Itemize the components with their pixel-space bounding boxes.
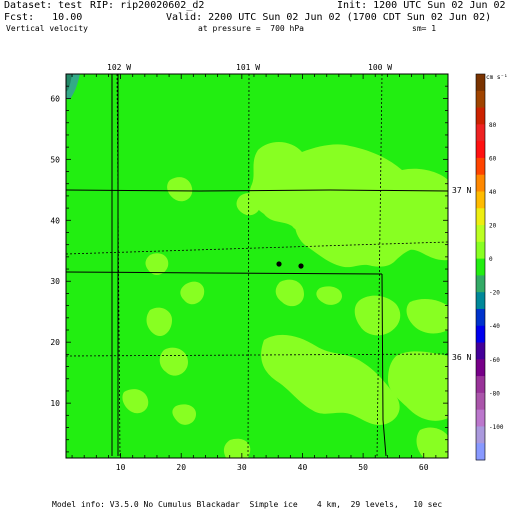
colorbar-swatch bbox=[476, 275, 485, 293]
positive-velocity-region bbox=[388, 351, 448, 421]
positive-velocity-region bbox=[275, 279, 304, 307]
positive-velocity-region bbox=[406, 299, 448, 334]
colorbar-swatch bbox=[476, 342, 485, 360]
lat-lon-grid bbox=[65, 73, 449, 459]
colorbar-label: 80 bbox=[489, 122, 497, 129]
lon-label-102w: 102 W bbox=[107, 63, 131, 72]
state-borders bbox=[65, 74, 449, 457]
lon-label-100w: 100 W bbox=[368, 63, 392, 72]
y-axis-ticks: 10 20 30 40 50 60 bbox=[50, 73, 448, 453]
y-tick-label: 40 bbox=[50, 216, 60, 225]
colorbar-swatch bbox=[476, 157, 485, 176]
y-tick-label: 20 bbox=[50, 338, 60, 347]
colorbar-swatch bbox=[476, 359, 485, 377]
colorbar-swatch bbox=[476, 74, 485, 92]
y-tick-label: 50 bbox=[50, 155, 60, 164]
dataset-label: Dataset: test bbox=[4, 0, 83, 11]
positive-velocity-region bbox=[294, 204, 401, 268]
positive-velocity-region bbox=[167, 177, 193, 202]
positive-velocity-region bbox=[416, 427, 448, 458]
x-tick-label: 20 bbox=[176, 463, 186, 472]
positive-velocity-region bbox=[122, 389, 149, 414]
colorbar-swatch bbox=[476, 208, 485, 226]
colorbar-label: -40 bbox=[489, 323, 500, 330]
colorbar-swatch bbox=[476, 191, 485, 209]
map-frame bbox=[65, 73, 449, 459]
colorbar-swatch bbox=[476, 376, 485, 394]
colorbar-swatch bbox=[476, 124, 485, 142]
colorbar-label: 20 bbox=[489, 223, 497, 230]
colorbar-label: -20 bbox=[489, 290, 500, 297]
colorbar-label: 60 bbox=[489, 155, 497, 162]
lat-label-37n: 37 N bbox=[452, 186, 471, 195]
positive-velocity-region bbox=[146, 307, 172, 337]
rip-label: RIP: rip20020602_d2 bbox=[90, 0, 205, 11]
positive-velocity-region bbox=[236, 193, 261, 216]
valid-time: Valid: 2200 UTC Sun 02 Jun 02 (1700 CDT … bbox=[166, 12, 492, 23]
colorbar-swatch bbox=[476, 426, 485, 444]
x-axis-ticks: 10 20 30 40 50 60 bbox=[71, 74, 449, 472]
positive-velocity-region bbox=[172, 404, 196, 425]
velocity-field bbox=[66, 74, 448, 458]
colorbar-swatch bbox=[476, 409, 485, 427]
colorbar-swatch bbox=[476, 392, 485, 411]
x-tick-label: 60 bbox=[419, 463, 429, 472]
lon-label-101w: 101 W bbox=[236, 63, 260, 72]
colorbar-swatch bbox=[476, 308, 485, 327]
x-tick-label: 40 bbox=[298, 463, 308, 472]
colorbar-label: -60 bbox=[489, 357, 500, 364]
colorbar-swatch bbox=[476, 141, 485, 159]
city-marker bbox=[276, 261, 282, 267]
colorbar-swatch bbox=[476, 225, 485, 243]
y-tick-label: 30 bbox=[50, 277, 60, 286]
x-tick-label: 10 bbox=[116, 463, 126, 472]
colorbar-swatch bbox=[476, 325, 485, 343]
colorbar-label: 40 bbox=[489, 189, 497, 196]
colorbar-label: -100 bbox=[489, 424, 504, 431]
city-marker bbox=[298, 263, 304, 269]
positive-velocity-region bbox=[159, 347, 188, 376]
colorbar-swatch bbox=[476, 241, 485, 260]
x-tick-label: 50 bbox=[358, 463, 368, 472]
colorbar: 80 60 40 20 0 -20 -40 -60 -80 -100 bbox=[475, 73, 504, 461]
init-time: Init: 1200 UTC Sun 02 Jun 02 bbox=[337, 0, 506, 11]
smoothing-label: sm= 1 bbox=[412, 24, 437, 33]
colorbar-label: 0 bbox=[489, 256, 493, 263]
colorbar-swatch bbox=[476, 90, 485, 108]
positive-velocity-region bbox=[145, 253, 169, 275]
y-tick-label: 10 bbox=[50, 399, 60, 408]
colorbar-swatch bbox=[476, 292, 485, 310]
forecast-hour: Fcst: 10.00 bbox=[4, 12, 83, 23]
positive-velocity-region bbox=[354, 295, 401, 336]
colorbar-units: cm s⁻¹ bbox=[486, 74, 508, 81]
positive-velocity-region bbox=[223, 438, 251, 458]
field-name: Vertical velocity bbox=[6, 24, 88, 33]
y-tick-label: 60 bbox=[50, 94, 60, 103]
positive-velocity-region bbox=[180, 281, 205, 305]
positive-velocity-region bbox=[316, 286, 342, 305]
colorbar-frame bbox=[475, 73, 486, 461]
positive-velocity-region bbox=[249, 141, 448, 265]
positive-velocity-region bbox=[261, 334, 400, 425]
colorbar-swatch bbox=[476, 258, 485, 276]
lat-label-36n: 36 N bbox=[452, 353, 471, 362]
colorbar-swatch bbox=[476, 107, 485, 125]
colorbar-label: -80 bbox=[489, 390, 500, 397]
colorbar-swatch bbox=[476, 174, 485, 192]
pressure-level: at pressure = 700 hPa bbox=[198, 24, 304, 33]
negative-velocity-core bbox=[66, 74, 72, 92]
model-info: Model info: V3.5.0 No Cumulus Blackadar … bbox=[52, 500, 443, 509]
colorbar-swatch bbox=[476, 443, 485, 461]
x-tick-label: 30 bbox=[237, 463, 247, 472]
